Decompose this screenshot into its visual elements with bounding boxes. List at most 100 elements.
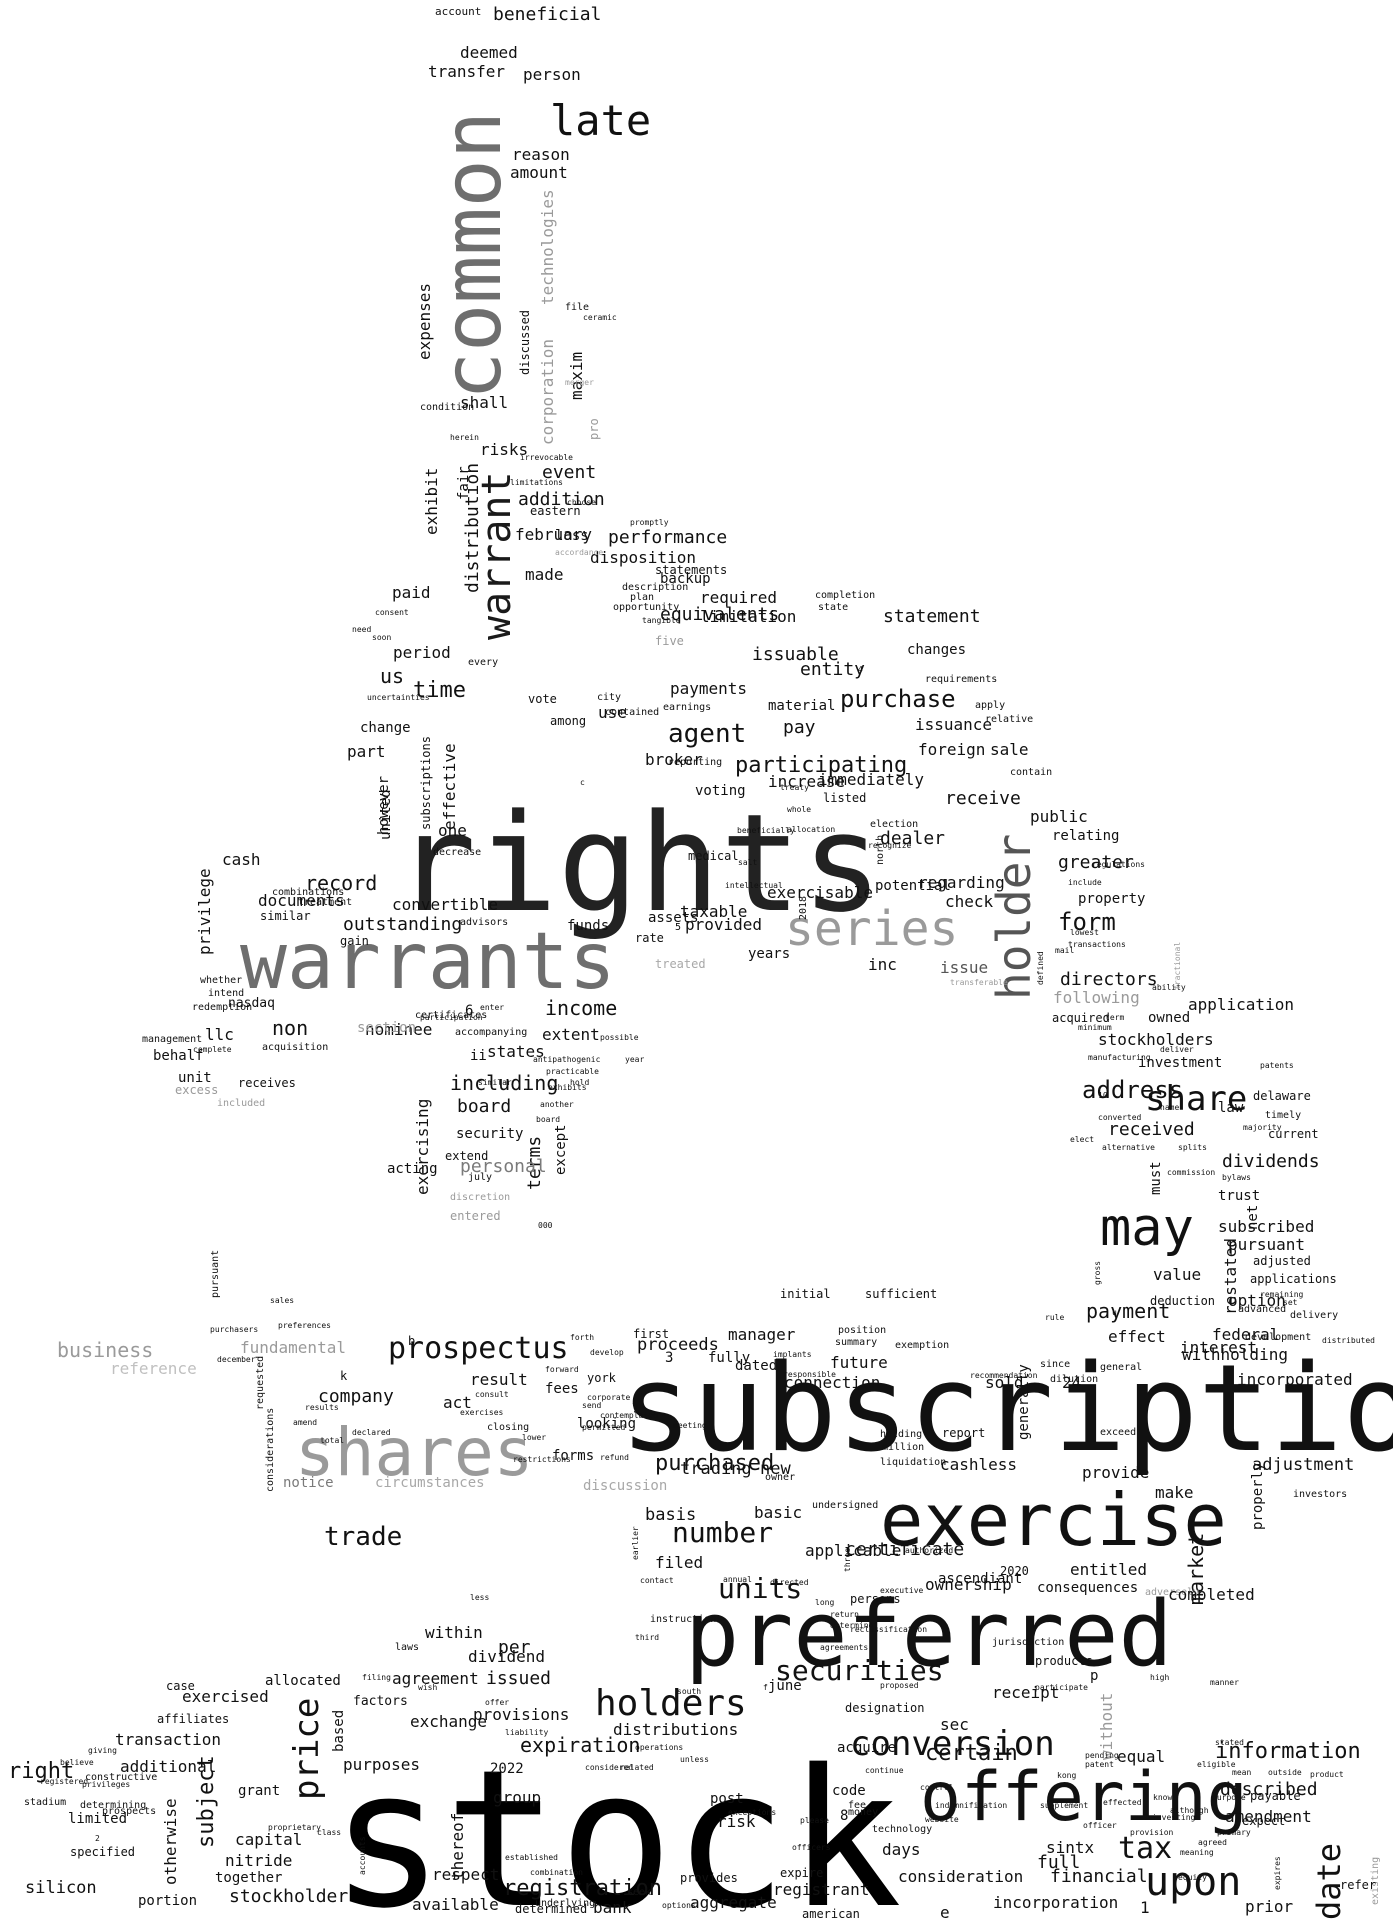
cloud-word: purchase <box>840 685 956 713</box>
cloud-word: technologies <box>538 189 557 305</box>
cloud-word: year <box>625 1055 644 1064</box>
cloud-word: forms <box>552 1448 594 1464</box>
cloud-word: tangible <box>642 616 681 625</box>
cloud-word: determined <box>515 1902 587 1916</box>
cloud-word: incorporated <box>1237 1370 1353 1389</box>
cloud-word: ascendiant <box>938 1571 1022 1587</box>
cloud-word: code <box>832 1783 866 1799</box>
cloud-word: period <box>393 643 451 662</box>
cloud-word: exercise <box>880 1478 1227 1562</box>
cloud-word: similar <box>260 909 311 923</box>
cloud-word: 6 <box>465 1003 473 1019</box>
cloud-word: 3 <box>665 1350 673 1366</box>
cloud-word: contact <box>640 1576 674 1585</box>
cloud-word: receipt <box>992 1683 1059 1702</box>
cloud-word: condition <box>420 402 474 413</box>
cloud-word: stadium <box>24 1797 66 1808</box>
cloud-word: discussion <box>583 1478 667 1494</box>
cloud-word: expire <box>780 1866 823 1880</box>
cloud-word: timely <box>1265 1110 1301 1121</box>
cloud-word: 8 <box>840 1808 848 1824</box>
cloud-word: combination <box>530 1868 583 1877</box>
cloud-word: position <box>838 1325 886 1336</box>
cloud-word: mean <box>1232 1768 1251 1777</box>
cloud-word: holders <box>595 1683 747 1724</box>
cloud-word: exhibits <box>548 1083 587 1092</box>
cloud-word: know <box>1153 1793 1172 1802</box>
cloud-word: july <box>468 1172 492 1183</box>
cloud-word: eastern <box>530 504 581 518</box>
cloud-word: changes <box>907 642 966 658</box>
cloud-word: greater <box>1058 852 1134 873</box>
cloud-word: entered <box>450 1209 501 1223</box>
cloud-word: liability <box>505 1728 549 1737</box>
cloud-word: issuable <box>752 644 839 665</box>
cloud-word: please <box>800 1816 829 1825</box>
cloud-word: equivalents <box>660 604 779 625</box>
cloud-word: general <box>1100 1362 1142 1373</box>
cloud-word: owned <box>1148 1010 1190 1026</box>
cloud-word: first <box>633 1327 669 1341</box>
cloud-word: class <box>317 1828 341 1837</box>
cloud-word: redemption <box>192 1002 252 1013</box>
cloud-word: transfer <box>428 62 505 81</box>
cloud-word: rights <box>395 785 883 942</box>
cloud-word: restrictions <box>513 1455 571 1464</box>
cloud-word: discretion <box>450 1192 510 1203</box>
cloud-word: lowest <box>1070 928 1099 937</box>
cloud-word: limited <box>68 1811 127 1827</box>
cloud-word: k <box>340 1369 348 1383</box>
cloud-word: management <box>142 1034 202 1045</box>
cloud-word: backup <box>660 571 711 587</box>
cloud-word: reclassification <box>850 1625 927 1634</box>
cloud-word: p <box>1090 1668 1098 1684</box>
cloud-word: 2020 <box>1000 1564 1029 1578</box>
cloud-word: splits <box>1178 1143 1207 1152</box>
cloud-word: c <box>580 778 585 787</box>
cloud-word: city <box>597 692 621 703</box>
cloud-word: taxable <box>680 902 747 921</box>
cloud-word: provides <box>680 1871 738 1885</box>
cloud-word: consequences <box>1037 1580 1138 1596</box>
cloud-word: risk <box>717 1812 756 1831</box>
cloud-word: time <box>413 678 466 703</box>
cloud-word: option <box>1228 1291 1286 1310</box>
cloud-word: implants <box>773 1350 812 1359</box>
cloud-word: cash <box>222 850 261 869</box>
cloud-word: eligible <box>1197 1760 1236 1769</box>
cloud-word: non <box>272 1016 308 1040</box>
cloud-word: board <box>457 1096 511 1117</box>
cloud-word: primary <box>1217 1828 1251 1837</box>
cloud-word: directors <box>1060 969 1158 990</box>
cloud-word: provided <box>685 915 762 934</box>
cloud-word: u <box>1112 1308 1117 1317</box>
cloud-word: post <box>710 1791 744 1807</box>
cloud-word: declared <box>352 1428 391 1437</box>
cloud-word: foreign <box>918 740 985 759</box>
cloud-word: full <box>1037 1852 1080 1873</box>
cloud-word: mail <box>1055 946 1074 955</box>
cloud-word: part <box>347 742 386 761</box>
cloud-word: determine <box>830 1621 874 1630</box>
cloud-word: grant <box>238 1783 280 1799</box>
cloud-word: alternative <box>1102 1143 1155 1152</box>
cloud-word: wish <box>418 1683 437 1692</box>
cloud-word: control <box>920 1783 954 1792</box>
cloud-word: date <box>1310 1843 1348 1920</box>
cloud-word: limitation <box>700 607 796 626</box>
cloud-word: apply <box>975 700 1005 711</box>
cloud-word: fundamental <box>240 1338 346 1357</box>
cloud-word: affiliates <box>157 1712 229 1726</box>
cloud-word: shares <box>295 1414 533 1491</box>
cloud-word: instructions <box>650 1614 722 1625</box>
cloud-word: expect <box>1242 1814 1285 1828</box>
cloud-word: participate <box>1035 1683 1088 1692</box>
cloud-word: beneficially <box>737 826 795 835</box>
cloud-word: discussed <box>518 310 532 375</box>
cloud-word: assets <box>648 910 699 926</box>
cloud-word: investment <box>1138 1055 1222 1071</box>
cloud-word: immediately <box>818 770 924 789</box>
cloud-word: effect <box>1108 1327 1166 1346</box>
cloud-word: options <box>662 1901 696 1910</box>
cloud-word: certain <box>925 1741 1018 1766</box>
